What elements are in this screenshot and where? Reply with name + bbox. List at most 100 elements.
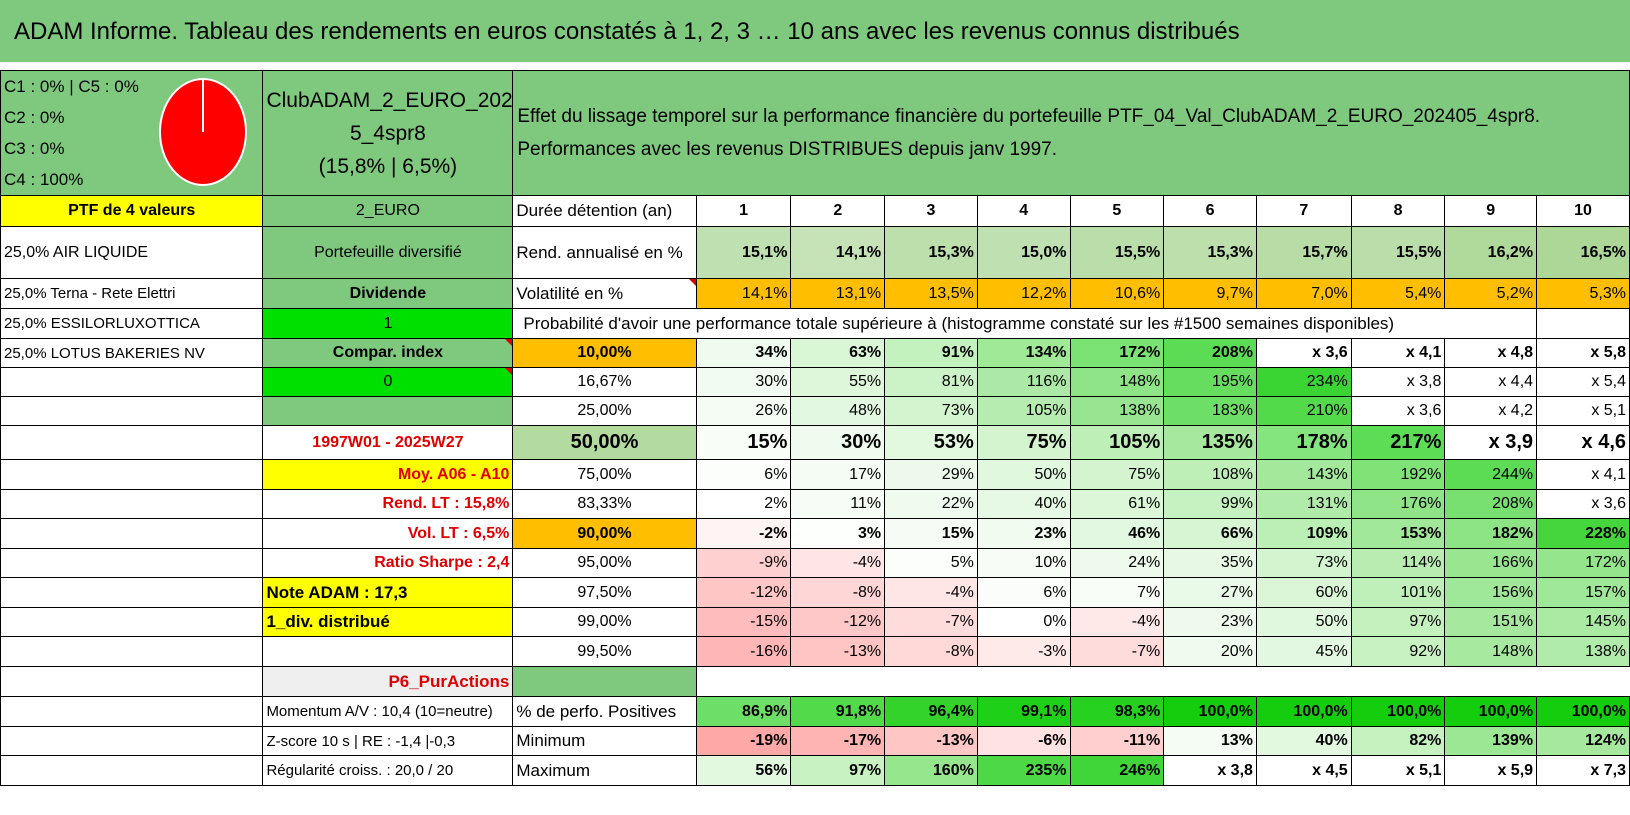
minimum-cell: 13% <box>1163 726 1257 756</box>
prob-row-7: Vol. LT : 6,5% 90,00% -2% 3% 15% 23% 46%… <box>0 518 1630 549</box>
prob-cell: 73% <box>884 396 978 426</box>
prob-cell: 20% <box>1163 636 1257 667</box>
prob-cell: 2% <box>695 489 792 519</box>
prob-cell: 208% <box>1163 338 1257 368</box>
prob-cell: 60% <box>1255 577 1352 608</box>
portfolio-name-line1: ClubADAM_2_EURO_20240 <box>266 88 513 112</box>
positives-cell: 96,4% <box>884 696 978 727</box>
prob-cell: 34% <box>695 338 792 368</box>
prob-cell: 178% <box>1255 425 1352 460</box>
prob-cell: 143% <box>1255 459 1352 490</box>
prob-cell: 244% <box>1444 459 1538 490</box>
empty-cell <box>0 518 264 549</box>
prob-cell: 0% <box>976 607 1071 637</box>
holdings-header: PTF de 4 valeurs <box>0 195 264 227</box>
prob-threshold: 10,00% <box>512 338 697 368</box>
prob-cell: -4% <box>790 548 886 578</box>
allocation-line: C2 : 0% <box>4 108 65 127</box>
prob-cell: 228% <box>1536 518 1630 549</box>
empty-cell <box>0 548 264 578</box>
positives-cell: 100,0% <box>1255 696 1352 727</box>
empty-cell <box>0 726 264 756</box>
prob-cell: 138% <box>1069 396 1165 426</box>
minimum-cell: -17% <box>790 726 886 756</box>
empty-cell <box>0 666 264 697</box>
prob-header: Probabilité d'avoir une performance tota… <box>512 308 1537 339</box>
empty-cell <box>0 459 264 490</box>
duration-4: 4 <box>976 195 1071 227</box>
prob-cell: x 5,4 <box>1536 367 1630 397</box>
div-cell: 1_div. distribué <box>262 607 514 637</box>
strategy-cell: P6_PurActions <box>262 666 514 697</box>
vol-cell: 13,1% <box>790 278 886 309</box>
prob-threshold: 97,50% <box>512 577 697 608</box>
prob-cell: 6% <box>695 459 792 490</box>
portfolio-name-line3: (15,8% | 6,5%) <box>318 154 458 178</box>
prob-cell: 183% <box>1163 396 1257 426</box>
prob-cell: 114% <box>1350 548 1446 578</box>
rend-cell: 15,1% <box>695 226 792 279</box>
duration-5: 5 <box>1069 195 1165 227</box>
maximum-cell: x 7,3 <box>1536 755 1630 786</box>
vol-cell: 13,5% <box>884 278 978 309</box>
rend-cell: 15,3% <box>1163 226 1257 279</box>
prob-cell: x 3,6 <box>1536 489 1630 519</box>
prob-cell: 40% <box>976 489 1071 519</box>
prob-cell: x 5,8 <box>1536 338 1630 368</box>
prob-cell: 11% <box>790 489 886 519</box>
prob-cell: 23% <box>1163 607 1257 637</box>
rend-cell: 16,5% <box>1536 226 1630 279</box>
prob-cell: 92% <box>1350 636 1446 667</box>
prob-cell: 108% <box>1163 459 1257 490</box>
prob-cell: 6% <box>976 577 1071 608</box>
prob-cell: 30% <box>695 367 792 397</box>
vol-cell: 7,0% <box>1255 278 1352 309</box>
empty-green-cell <box>512 666 697 697</box>
prob-cell: 53% <box>884 425 978 460</box>
prob-cell: 176% <box>1350 489 1446 519</box>
prob-cell: 23% <box>976 518 1071 549</box>
prob-cell: 166% <box>1444 548 1538 578</box>
rend-row: 25,0% AIR LIQUIDE Portefeuille diversifi… <box>0 226 1630 279</box>
maximum-cell: x 4,5 <box>1255 755 1352 786</box>
maximum-cell: 56% <box>695 755 792 786</box>
empty-cell <box>0 607 264 637</box>
maximum-cell: x 5,1 <box>1350 755 1446 786</box>
duration-8: 8 <box>1350 195 1446 227</box>
prob-row-8: Ratio Sharpe : 2,4 95,00% -9% -4% 5% 10%… <box>0 548 1630 578</box>
prob-cell: 105% <box>976 396 1071 426</box>
prob-cell: 61% <box>1069 489 1165 519</box>
positives-label: % de perfo. Positives <box>512 696 697 727</box>
rend-cell: 15,7% <box>1255 226 1352 279</box>
prob-cell: 105% <box>1069 425 1165 460</box>
prob-row-9: Note ADAM : 17,3 97,50% -12% -8% -4% 6% … <box>0 577 1630 608</box>
prob-cell: -7% <box>884 607 978 637</box>
duration-3: 3 <box>884 195 978 227</box>
prob-cell: 81% <box>884 367 978 397</box>
prob-cell: -12% <box>790 607 886 637</box>
zscore-cell: Z-score 10 s | RE : -1,4 |-0,3 <box>262 726 514 756</box>
empty-cell <box>0 367 264 397</box>
prob-cell: 195% <box>1163 367 1257 397</box>
prob-cell: 7% <box>1069 577 1165 608</box>
prob-cell: -4% <box>1069 607 1165 637</box>
compar-index: Compar. index <box>262 338 514 368</box>
prob-cell: -13% <box>790 636 886 667</box>
title-gap <box>0 62 1630 70</box>
prob-cell: 208% <box>1444 489 1538 519</box>
prob-cell: 101% <box>1350 577 1446 608</box>
rend-lt-cell: Rend. LT : 15,8% <box>262 489 514 519</box>
vol-label: Volatilité en % <box>512 278 697 309</box>
strategy-row: P6_PurActions <box>0 666 1630 697</box>
prob-cell: 75% <box>976 425 1071 460</box>
prob-cell: -8% <box>884 636 978 667</box>
category-cell: Dividende <box>262 278 514 309</box>
allocation-cell: C1 : 0% | C5 : 0% C2 : 0% C3 : 0% C4 : 1… <box>0 70 264 196</box>
prob-cell: 172% <box>1069 338 1165 368</box>
prob-cell: x 3,6 <box>1350 396 1446 426</box>
prob-row-11: 99,50% -16% -13% -8% -3% -7% 20% 45% 92%… <box>0 636 1630 667</box>
minimum-cell: 124% <box>1536 726 1630 756</box>
prob-cell: 29% <box>884 459 978 490</box>
duration-row: PTF de 4 valeurs 2_EURO Durée détention … <box>0 195 1630 227</box>
prob-cell: 15% <box>884 518 978 549</box>
